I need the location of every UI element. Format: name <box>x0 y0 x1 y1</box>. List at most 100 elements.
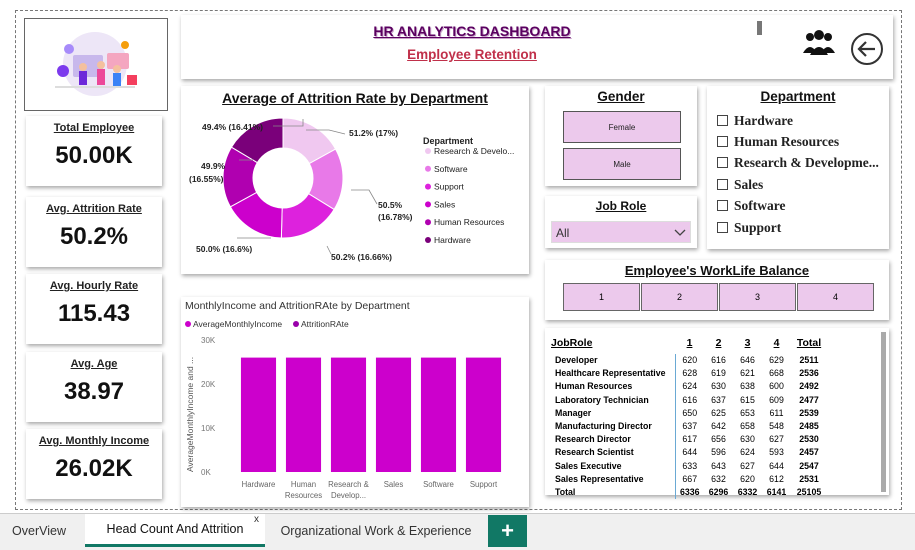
leader-line <box>351 189 378 205</box>
worklife-option-4[interactable]: 4 <box>797 283 874 311</box>
tab-label: OverView <box>12 523 66 538</box>
option-label: Human Resources <box>734 134 840 149</box>
matrix-header[interactable]: 3 <box>744 337 751 349</box>
kpi-value: 50.00K <box>55 142 133 169</box>
bar[interactable] <box>420 357 457 472</box>
kpi-value: 26.02K <box>55 455 133 482</box>
gender-option-female[interactable]: Female <box>563 111 681 143</box>
add-page-button[interactable]: + <box>488 515 527 547</box>
donut-label-sales: 50.0% (16.6%) <box>196 244 252 254</box>
donut-slice[interactable] <box>230 117 284 164</box>
legend-marker <box>425 165 431 172</box>
bar[interactable] <box>285 357 322 472</box>
dept-option-hardware[interactable]: Hardware <box>717 113 793 129</box>
plus-icon: + <box>501 518 514 543</box>
matrix-header[interactable]: 4 <box>773 337 780 349</box>
donut-label-hardware: 49.4% (16.41%) <box>202 122 263 132</box>
bar-legend-income: AverageMonthlyIncome <box>193 319 282 329</box>
leader-line <box>306 129 346 135</box>
matrix-row: Research Scientist 644 596 624 593 2457 <box>551 446 827 460</box>
matrix-cell: 593 <box>769 447 784 458</box>
donut-leader-lines <box>237 119 378 255</box>
worklife-option-1[interactable]: 1 <box>563 283 640 311</box>
x-tick-label: Software <box>423 480 454 489</box>
dept-option-research[interactable]: Research & Developme... <box>717 155 879 171</box>
tab-organizational-work[interactable]: Organizational Work & Experience <box>271 514 481 547</box>
matrix-cell: 644 <box>769 460 784 471</box>
matrix-cell: 548 <box>769 421 784 432</box>
jobrole-matrix: JobRole 1 2 3 4 Total Developer 620 616 646… <box>551 332 827 500</box>
matrix-row-label: Healthcare Representative <box>551 367 676 381</box>
matrix-scrollbar[interactable] <box>881 332 886 492</box>
dashboard-subtitle: Employee Retention <box>407 47 537 62</box>
matrix-cell: 619 <box>711 368 726 379</box>
page-tabs: OverView Head Count And Attrition x Orga… <box>0 513 915 550</box>
matrix-cell: 627 <box>740 460 755 471</box>
donut-chart-card: Average of Attrition Rate by Department … <box>181 86 529 274</box>
matrix-row-label: Manager <box>551 406 676 421</box>
dept-option-sales[interactable]: Sales <box>717 177 763 193</box>
matrix-header[interactable]: 2 <box>715 337 722 349</box>
matrix-cell: 629 <box>769 355 784 365</box>
matrix-row-label: Sales Representative <box>551 472 676 487</box>
option-label: 4 <box>832 292 838 302</box>
x-tick-label: Develop... <box>331 491 366 500</box>
dashboard-title: HR ANALYTICS DASHBOARD <box>373 23 571 39</box>
matrix-cell: 625 <box>711 407 726 418</box>
matrix-cell: 2492 <box>799 381 819 392</box>
matrix-cell: 667 <box>682 473 698 484</box>
gender-option-male[interactable]: Male <box>563 148 681 180</box>
kpi-label: Avg. Age <box>70 358 118 370</box>
checkbox[interactable] <box>717 200 728 211</box>
back-arrow-icon[interactable] <box>850 32 884 66</box>
tab-close-button[interactable]: x <box>254 514 259 525</box>
x-tick-label: Sales <box>384 480 404 489</box>
gender-title: Gender <box>597 89 645 104</box>
tab-overview[interactable]: OverView <box>0 514 78 547</box>
matrix-cell: 632 <box>711 473 726 484</box>
people-icon[interactable] <box>801 29 837 57</box>
kpi-avg-age: Avg. Age 38.97 <box>26 352 162 422</box>
matrix-cell: 615 <box>740 394 755 405</box>
matrix-row: Healthcare Representative 628 619 621 668 253… <box>551 367 827 381</box>
matrix-header[interactable]: Total <box>796 337 822 349</box>
bar-y-axis-label: AverageMonthlyIncome and ... <box>185 357 195 472</box>
tab-label: Head Count And Attrition <box>106 522 244 536</box>
matrix-cell: 609 <box>769 394 784 405</box>
option-label: 1 <box>598 292 604 302</box>
worklife-option-3[interactable]: 3 <box>719 283 796 311</box>
matrix-cell: 6141 <box>766 487 787 498</box>
dept-option-software[interactable]: Software <box>717 198 786 214</box>
dept-option-support[interactable]: Support <box>717 220 781 236</box>
matrix-cell: 627 <box>769 434 784 445</box>
matrix-row-label: Manufacturing Director <box>551 420 676 434</box>
dept-option-human-resources[interactable]: Human Resources <box>717 134 839 150</box>
bar[interactable] <box>465 357 502 472</box>
matrix-cell: 630 <box>711 381 726 392</box>
bar[interactable] <box>330 357 367 472</box>
tab-head-count-and-attrition[interactable]: Head Count And Attrition <box>85 514 265 547</box>
checkbox[interactable] <box>717 222 728 233</box>
checkbox[interactable] <box>717 136 728 147</box>
checkbox[interactable] <box>717 179 728 190</box>
bar[interactable] <box>240 357 277 472</box>
bar[interactable] <box>375 357 412 472</box>
matrix-cell: 620 <box>740 473 755 484</box>
jobrole-dropdown[interactable]: All <box>551 221 691 243</box>
legend-marker <box>425 183 431 190</box>
checkbox[interactable] <box>717 115 728 126</box>
matrix-cell: 2531 <box>799 473 819 484</box>
matrix-cell: 617 <box>682 434 698 445</box>
donut-legend-item: Sales <box>434 199 455 209</box>
legend-dot-income <box>185 321 191 327</box>
matrix-cell: 656 <box>711 434 726 445</box>
matrix-row: Developer 620 616 646 629 2511 <box>551 354 827 368</box>
matrix-cell: 637 <box>682 421 698 432</box>
x-tick-label: Human <box>291 480 316 489</box>
matrix-header[interactable]: 1 <box>686 337 693 349</box>
matrix-header[interactable]: JobRole <box>551 337 593 349</box>
worklife-option-2[interactable]: 2 <box>641 283 718 311</box>
kpi-value: 50.2% <box>59 223 129 250</box>
checkbox[interactable] <box>717 157 728 168</box>
matrix-cell: 644 <box>682 447 698 458</box>
